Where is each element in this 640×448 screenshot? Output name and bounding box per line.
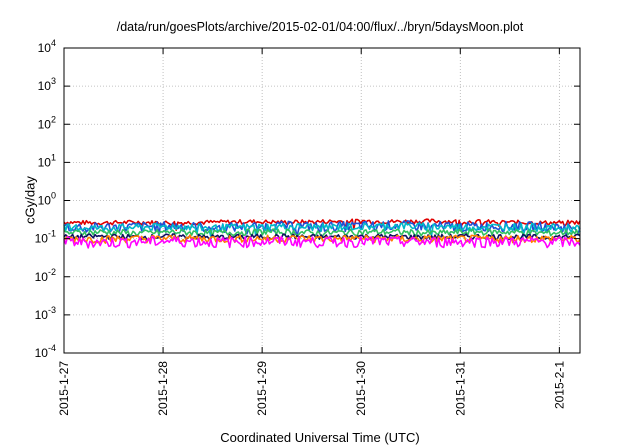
y-tick-label: 102 (38, 114, 56, 131)
series-line (63, 218, 581, 231)
x-tick-label: 2015-1-30 (354, 361, 368, 416)
grid (64, 48, 580, 353)
y-tick-label: 103 (38, 76, 56, 93)
chart-title: /data/run/goesPlots/archive/2015-02-01/0… (116, 20, 524, 34)
x-tick-label: 2015-2-1 (552, 361, 566, 409)
x-tick-label: 2015-1-31 (453, 361, 467, 416)
y-tick-label: 104 (38, 38, 56, 55)
x-tick-label: 2015-1-28 (156, 361, 170, 416)
series-lines (63, 218, 581, 249)
series-line (63, 235, 581, 249)
x-axis-label: Coordinated Universal Time (UTC) (220, 430, 420, 445)
plot-frame (63, 47, 581, 354)
series-line (63, 222, 581, 238)
y-tick-label: 100 (38, 191, 56, 208)
x-tick-label: 2015-1-27 (57, 361, 71, 416)
y-tick-label: 10-3 (35, 305, 56, 322)
x-tick-label: 2015-1-29 (255, 361, 269, 416)
y-tick-label: 10-4 (35, 343, 56, 360)
series-line (63, 234, 581, 244)
y-tick-label: 10-2 (35, 267, 56, 284)
y-tick-label: 101 (38, 152, 56, 169)
y-tick-label: 10-1 (35, 229, 56, 246)
